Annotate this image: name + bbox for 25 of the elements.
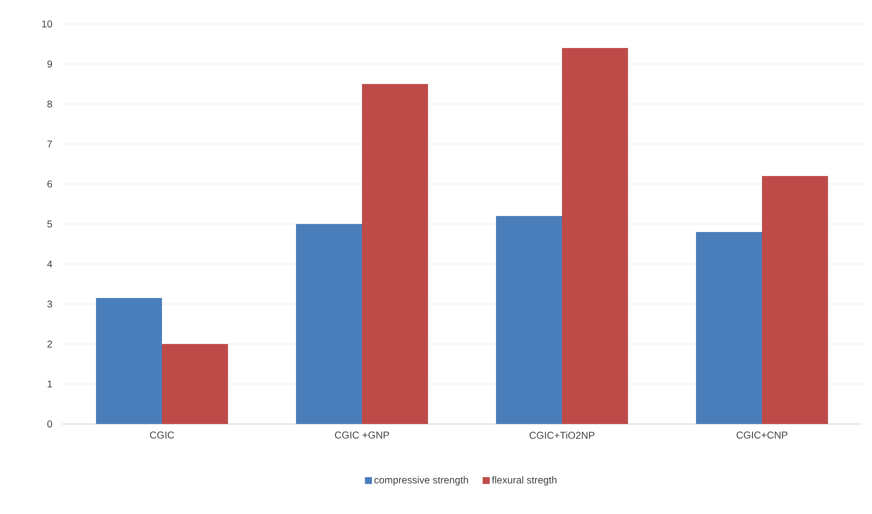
y-tick-label: 7 [47,140,52,148]
x-tick-label: CGIC+TiO2NP [530,432,594,439]
y-tick-label: 10 [42,20,52,28]
bar [96,298,162,424]
y-tick-label: 2 [47,340,52,348]
bar [696,232,762,424]
bar [496,216,562,424]
y-tick-label: 4 [47,260,52,268]
bar [162,344,228,424]
x-tick-label: CGIC+CNP [736,432,788,439]
bar [296,224,362,424]
x-tick-label: CGIC +GNP [334,432,390,439]
bar [762,176,828,424]
bar [362,84,428,424]
bar [562,48,628,424]
y-tick-label: 3 [47,300,52,308]
y-tick-label: 5 [47,220,52,228]
y-tick-label: 1 [48,380,52,388]
y-tick-label: 6 [47,180,52,188]
legend-label: compressive strength [374,476,468,486]
y-tick-label: 9 [47,60,52,68]
legend-label: flexural stregth [492,476,556,486]
y-tick-label: 0 [47,420,52,428]
y-tick-label: 8 [47,100,52,108]
x-tick-label: CGIC [150,432,174,439]
